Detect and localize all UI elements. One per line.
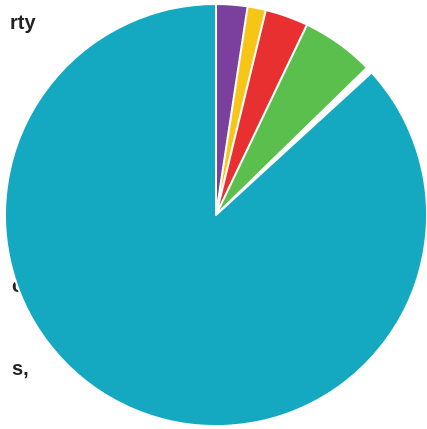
pie-slice-6 — [4, 3, 427, 427]
clipped-label-fragment-3: s, — [12, 358, 29, 380]
clipped-label-fragment-1: rty — [10, 12, 36, 34]
pie-slices — [4, 2, 427, 427]
